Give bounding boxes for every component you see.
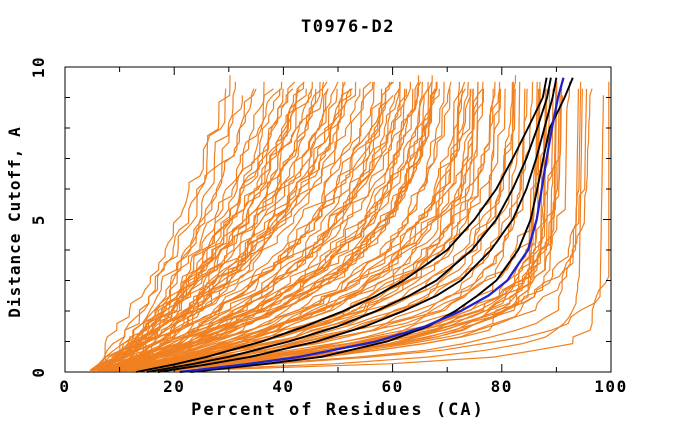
model-curve-orange	[105, 81, 390, 372]
model-curve-orange	[134, 88, 547, 372]
model-curve-orange	[109, 88, 540, 372]
model-curve-orange	[98, 81, 534, 372]
model-curve-orange	[109, 81, 521, 372]
x-tick-label: 100	[594, 377, 627, 396]
model-curve-orange	[133, 88, 593, 372]
axis-tick-labels: 0 20 40 60 80 100 0 5 10	[29, 56, 627, 396]
model-curve-orange	[190, 95, 604, 372]
x-tick-label: 40	[272, 377, 294, 396]
model-curve-orange	[133, 81, 265, 371]
model-curve-orange	[111, 81, 401, 372]
model-curve-orange	[129, 88, 300, 371]
best-model-curve	[179, 77, 565, 374]
model-curve-orange	[127, 81, 466, 372]
model-curve-orange	[173, 88, 583, 372]
model-curve-orange	[92, 81, 344, 372]
orange-model-curves	[89, 75, 610, 372]
model-curve-orange	[131, 81, 438, 372]
model-curve-orange	[101, 81, 296, 372]
model-curve-orange	[89, 75, 231, 371]
model-curve-orange	[113, 81, 305, 371]
model-curve-orange	[93, 88, 430, 372]
y-tick-label: 10	[29, 56, 48, 78]
x-tick-label: 0	[59, 377, 70, 396]
model-curve-orange	[124, 81, 557, 372]
model-curve-orange	[107, 88, 549, 372]
model-curve-orange	[94, 88, 307, 371]
model-curve-orange	[138, 81, 328, 371]
model-curve-orange	[103, 81, 313, 371]
model-curve-orange	[117, 88, 406, 372]
model-curve-orange	[129, 88, 579, 372]
model-curve-orange	[150, 81, 610, 372]
x-tick-label: 20	[163, 377, 185, 396]
model-curve-orange	[118, 75, 420, 372]
model-curve-orange	[101, 88, 361, 371]
model-curve-orange	[97, 88, 255, 371]
model-curve-orange	[93, 81, 422, 372]
highlighted-model-curve	[157, 77, 558, 373]
model-curve-orange	[120, 81, 339, 372]
highlighted-model-curves	[135, 77, 574, 374]
model-curve-orange	[93, 95, 243, 371]
chart-title: T0976-D2	[301, 17, 395, 37]
highlighted-model-curve	[146, 77, 552, 373]
model-curve-orange	[92, 88, 351, 371]
model-curve-orange	[116, 88, 329, 371]
model-curve-orange	[130, 81, 395, 372]
plot-frame-and-ticks	[64, 66, 612, 373]
model-curve-orange	[122, 95, 564, 372]
highlighted-model-curve	[190, 77, 574, 373]
model-curve-orange	[145, 81, 496, 372]
model-curve-orange	[117, 88, 506, 372]
model-curve-orange	[112, 75, 517, 372]
model-curve-orange	[116, 81, 433, 372]
y-tick-label: 5	[29, 214, 48, 225]
model-curve-orange	[97, 81, 452, 372]
x-tick-label: 60	[381, 377, 403, 396]
model-curve-orange	[112, 81, 563, 372]
model-curve-orange	[97, 88, 338, 372]
model-curve-orange	[126, 88, 485, 372]
highlighted-model-curve	[135, 77, 548, 373]
model-curve-orange	[100, 81, 423, 372]
model-curve-orange	[103, 81, 513, 372]
model-curve-orange	[119, 88, 561, 372]
model-curve-orange	[126, 81, 372, 371]
model-curve-orange	[129, 81, 236, 371]
x-tick-label: 80	[491, 377, 513, 396]
model-curve-orange	[132, 88, 451, 372]
model-curve-orange	[122, 88, 437, 372]
y-tick-label: 0	[29, 366, 48, 377]
y-axis-label: Distance Cutoff, A	[5, 126, 24, 317]
model-curve-orange	[122, 81, 375, 371]
x-axis-label: Percent of Residues (CA)	[191, 400, 485, 420]
model-curve-orange	[111, 88, 494, 372]
model-curve-orange	[100, 81, 374, 372]
model-curve-orange	[102, 88, 227, 371]
